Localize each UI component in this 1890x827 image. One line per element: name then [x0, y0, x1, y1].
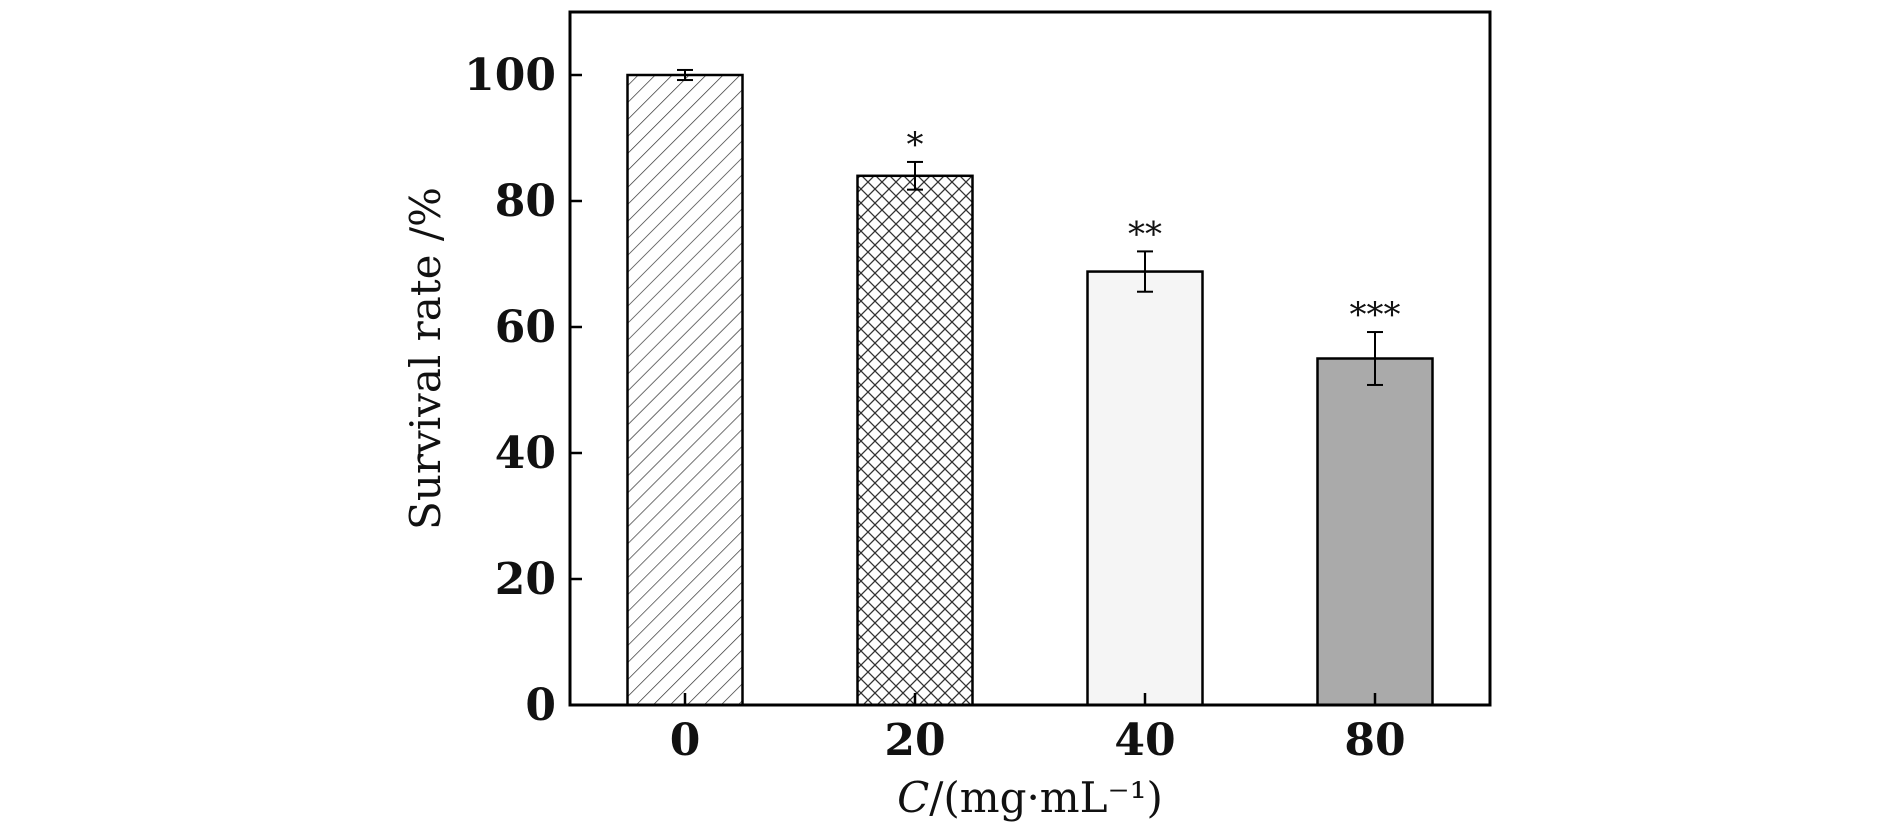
- x-tick-label-80: 80: [1344, 715, 1405, 766]
- plot-area: 0 * 20 ** 40 *** 80 0 20 40 60 80 100: [464, 10, 1492, 766]
- x-axis-label-unit: /(mg·mL⁻¹): [929, 773, 1163, 822]
- x-tick-label-20: 20: [884, 715, 945, 766]
- x-tick-label-40: 40: [1114, 715, 1175, 766]
- x-axis-label: C/(mg·mL⁻¹): [897, 773, 1163, 822]
- bar-20: [856, 174, 974, 707]
- y-tick-label-40: 40: [495, 428, 556, 479]
- y-tick-label-0: 0: [525, 680, 556, 731]
- bar-40: [1086, 270, 1204, 707]
- y-tick-label-100: 100: [464, 50, 556, 101]
- plot-frame: [568, 10, 1492, 707]
- bar-0: [626, 73, 744, 707]
- y-tick-label-20: 20: [495, 554, 556, 605]
- x-axis-label-symbol: C: [897, 773, 929, 822]
- significance-40: **: [1128, 214, 1162, 254]
- y-tick-label-60: 60: [495, 302, 556, 353]
- significance-80: ***: [1350, 295, 1401, 335]
- bar-80: [1316, 357, 1434, 707]
- x-tick-label-0: 0: [670, 715, 701, 766]
- y-axis-label: Survival rate /%: [401, 187, 450, 530]
- y-tick-label-80: 80: [495, 176, 556, 227]
- significance-20: *: [907, 125, 924, 165]
